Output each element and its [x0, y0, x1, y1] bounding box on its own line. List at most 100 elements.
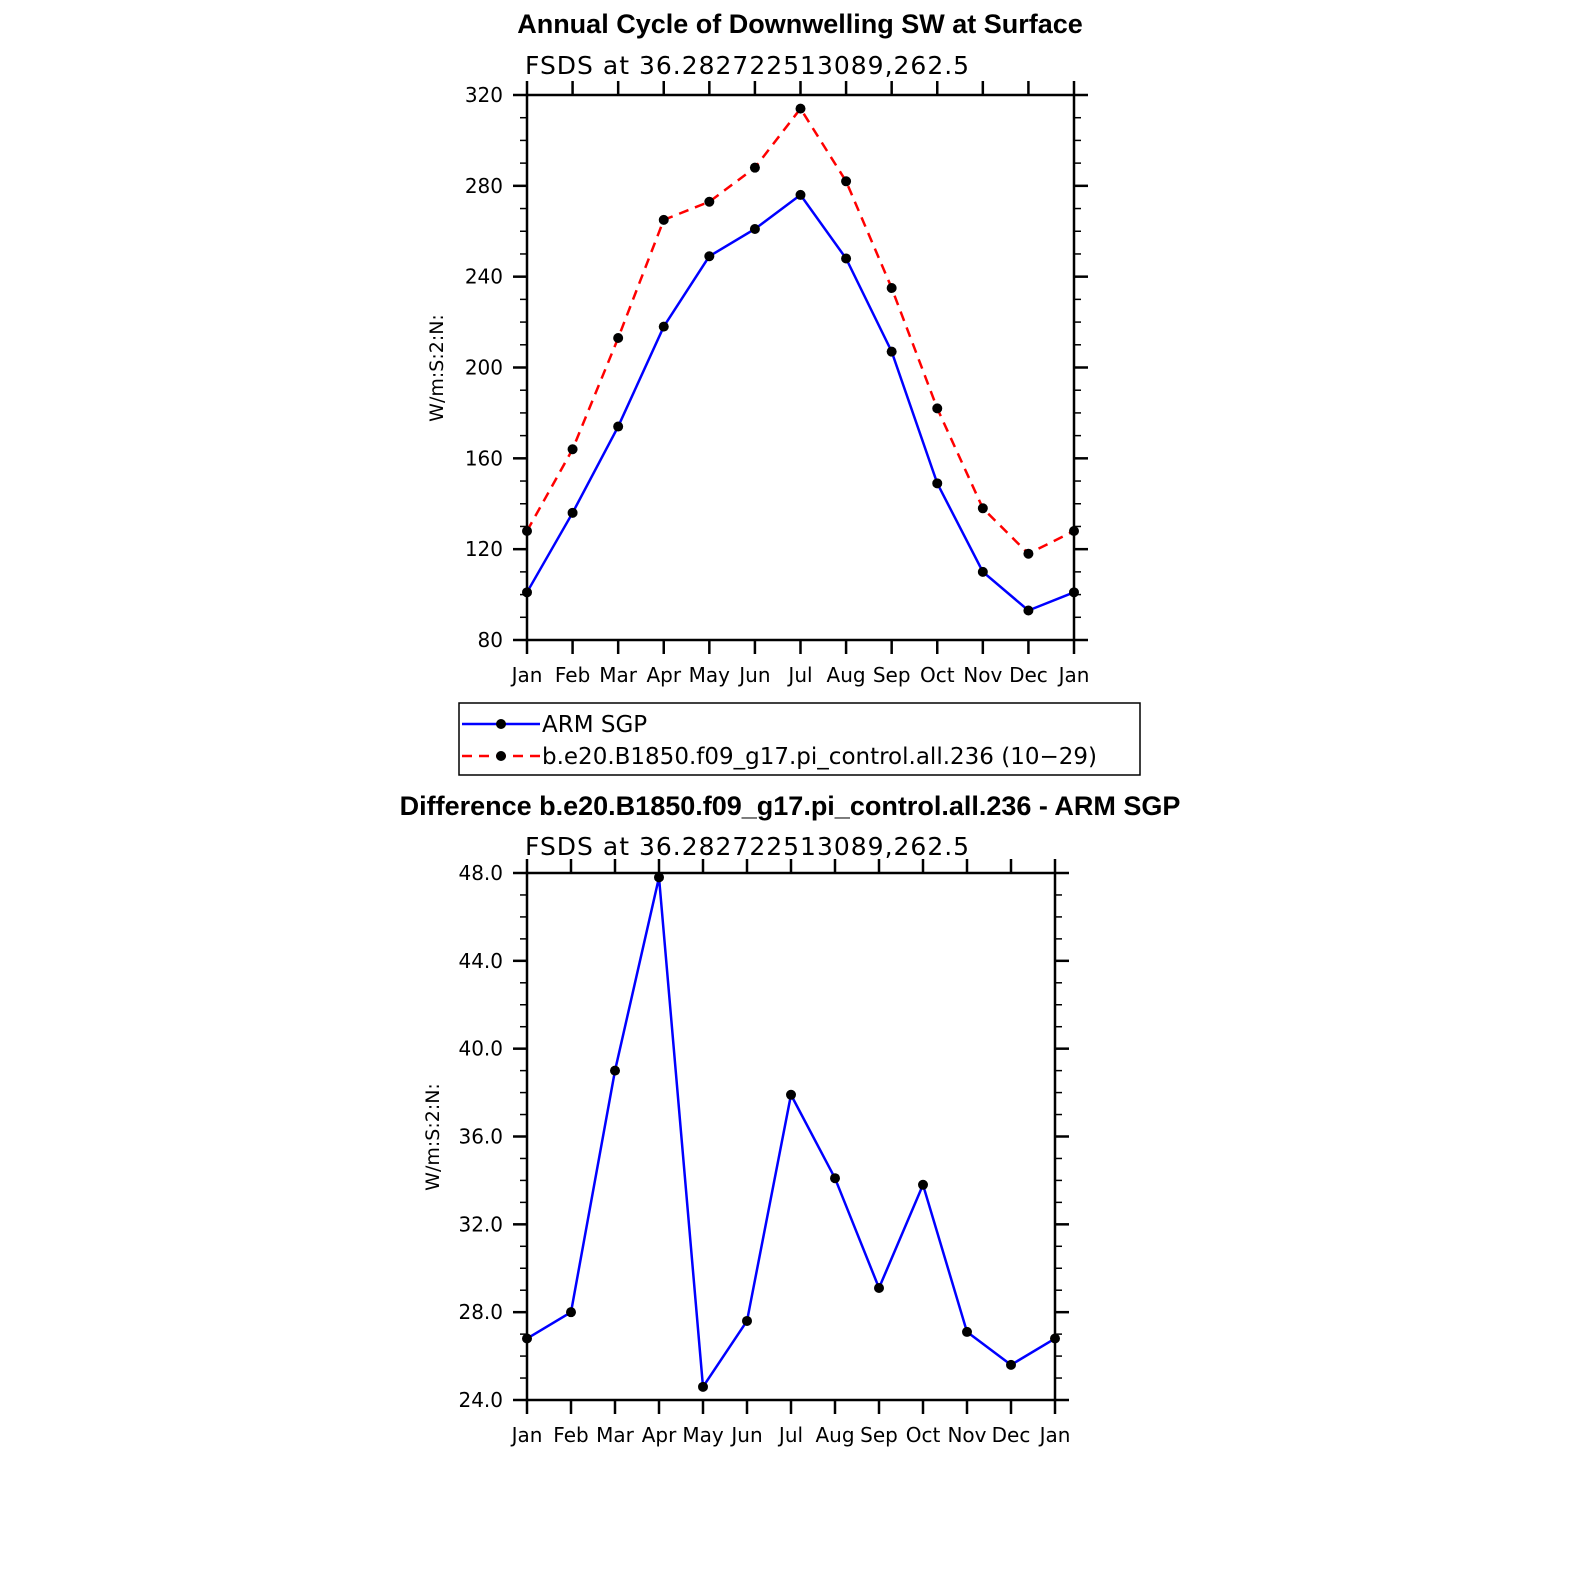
data-point	[749, 223, 760, 234]
x-tick-label: Feb	[553, 1423, 588, 1447]
data-point	[522, 587, 532, 598]
data-point	[1023, 548, 1034, 559]
chart-1-plot-area	[522, 103, 1079, 616]
x-tick-label: Aug	[827, 663, 866, 687]
y-tick-label: 36.0	[458, 1125, 503, 1149]
y-tick-label: 160	[465, 446, 503, 470]
chart-annual-cycle: Annual Cycle of Downwelling SW at Surfac…	[426, 9, 1141, 776]
chart-1-subtitle: FSDS at 36.282722513089,262.5	[525, 51, 970, 80]
data-point	[841, 176, 852, 187]
legend-marker-model	[496, 751, 506, 761]
plot-frame	[525, 93, 1076, 642]
legend-label-arm-sgp: ARM SGP	[542, 712, 647, 738]
data-point	[795, 103, 806, 114]
data-point	[658, 214, 669, 225]
x-tick-label: May	[689, 663, 731, 687]
chart-2-ylabel: W/m:S:2:N:	[422, 1083, 444, 1191]
data-point	[1006, 1359, 1016, 1370]
x-tick-label: Jul	[777, 1423, 803, 1447]
x-tick-label: Apr	[646, 663, 681, 687]
data-point	[610, 1065, 620, 1076]
y-tick-label: 24.0	[458, 1388, 503, 1412]
y-tick-label: 240	[465, 265, 503, 289]
data-point	[932, 478, 943, 489]
x-tick-label: Apr	[642, 1423, 677, 1447]
chart-2-title: Difference b.e20.B1850.f09_g17.pi_contro…	[400, 791, 1181, 821]
x-tick-label: Jun	[729, 1423, 762, 1447]
data-point	[977, 566, 988, 577]
x-tick-label: Dec	[992, 1423, 1031, 1447]
data-point	[613, 332, 624, 343]
legend-label-model: b.e20.B1850.f09_g17.pi_control.all.236 (…	[542, 744, 1097, 770]
data-point	[704, 196, 715, 207]
data-point	[1069, 526, 1079, 536]
data-point	[1023, 605, 1034, 616]
data-point	[567, 507, 578, 518]
x-tick-label: Sep	[860, 1423, 898, 1447]
plot-frame	[525, 871, 1057, 1402]
y-tick-label: 28.0	[458, 1300, 503, 1324]
chart-difference: Difference b.e20.B1850.f09_g17.pi_contro…	[400, 791, 1181, 1447]
chart-1-title: Annual Cycle of Downwelling SW at Surfac…	[517, 9, 1083, 39]
x-tick-label: Dec	[1009, 663, 1048, 687]
x-tick-label: Jan	[1038, 1423, 1071, 1447]
data-point	[522, 1333, 532, 1344]
data-point	[962, 1326, 972, 1337]
x-tick-label: Jul	[786, 663, 812, 687]
series-line-1	[525, 106, 1075, 556]
data-point	[749, 162, 760, 173]
data-point	[886, 283, 897, 294]
x-tick-label: Oct	[906, 1423, 941, 1447]
x-tick-label: Sep	[873, 663, 911, 687]
data-point	[654, 872, 664, 883]
data-point	[886, 346, 897, 357]
data-point	[795, 189, 806, 200]
data-point	[567, 444, 578, 455]
x-tick-label: Aug	[815, 1423, 854, 1447]
x-tick-label: Jun	[737, 663, 770, 687]
data-point	[698, 1381, 708, 1392]
data-point	[874, 1283, 884, 1294]
data-point	[742, 1315, 752, 1326]
chart-1-axes: Jan Feb Mar Apr May Jun Jul Aug Sep Oct Nov Dec Jan 8…	[465, 81, 1090, 687]
y-tick-label: 200	[465, 356, 503, 380]
y-tick-label: 320	[465, 83, 503, 107]
series-line-0	[525, 193, 1075, 612]
chart-2-plot-area	[522, 872, 1060, 1392]
chart-2-subtitle: FSDS at 36.282722513089,262.5	[525, 832, 970, 861]
y-tick-label: 32.0	[458, 1212, 503, 1236]
legend-marker-arm-sgp	[496, 719, 506, 729]
data-point	[786, 1089, 796, 1100]
y-tick-label: 120	[465, 537, 503, 561]
x-tick-label: Nov	[947, 1423, 986, 1447]
series-line-0	[526, 877, 1056, 1391]
x-tick-label: Nov	[963, 663, 1002, 687]
data-point	[566, 1307, 576, 1318]
x-tick-label: Jan	[510, 1423, 543, 1447]
data-point	[830, 1173, 840, 1184]
x-tick-label: May	[682, 1423, 724, 1447]
chart-1-legend: ARM SGP b.e20.B1850.f09_g17.pi_control.a…	[458, 702, 1141, 776]
y-tick-label: 280	[465, 174, 503, 198]
x-tick-label: Mar	[599, 663, 638, 687]
x-tick-label: Oct	[920, 663, 955, 687]
chart-1-ylabel: W/m:S:2:N:	[426, 314, 448, 422]
data-point	[977, 503, 988, 514]
data-point	[704, 251, 715, 262]
data-point	[613, 421, 624, 432]
chart-2-axes: Jan Feb Mar Apr May Jun Jul Aug Sep Oct Nov Dec Jan 2…	[458, 859, 1070, 1447]
x-tick-label: Mar	[596, 1423, 635, 1447]
x-tick-label: Feb	[555, 663, 590, 687]
data-point	[658, 321, 669, 332]
y-tick-label: 80	[478, 628, 503, 652]
y-tick-label: 44.0	[458, 949, 503, 973]
legend-box	[458, 702, 1141, 776]
data-point	[918, 1179, 928, 1190]
data-point	[1050, 1333, 1060, 1344]
data-point	[522, 526, 532, 536]
x-tick-label: Jan	[1057, 663, 1090, 687]
data-point	[932, 403, 943, 414]
y-tick-label: 48.0	[458, 861, 503, 885]
x-tick-label: Jan	[510, 663, 543, 687]
